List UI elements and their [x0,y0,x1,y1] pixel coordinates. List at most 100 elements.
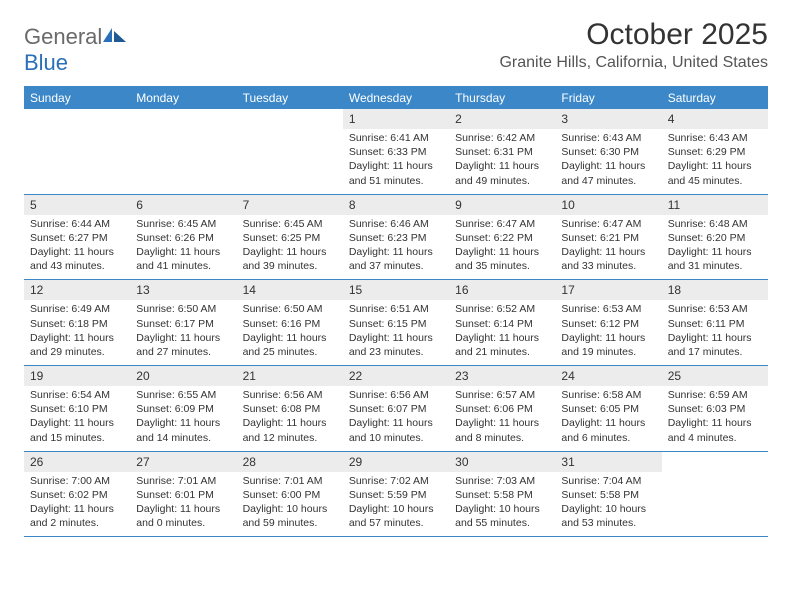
day-detail-line: Daylight: 10 hours [243,502,337,516]
day-detail-line: Sunset: 6:12 PM [561,317,655,331]
day-detail-line: Daylight: 11 hours [455,331,549,345]
weekday-header-row: SundayMondayTuesdayWednesdayThursdayFrid… [24,86,768,109]
brand-sail-icon [102,24,128,49]
day-detail-line: and 27 minutes. [136,345,230,359]
day-data-cell: Sunrise: 6:48 AMSunset: 6:20 PMDaylight:… [662,215,768,280]
day-detail-line: Sunset: 6:26 PM [136,231,230,245]
weekday-cell: Sunday [24,87,130,109]
day-number-cell: 14 [237,280,343,300]
day-detail-line: Sunset: 6:25 PM [243,231,337,245]
day-detail-line: Sunset: 6:06 PM [455,402,549,416]
day-detail-line: Sunrise: 6:42 AM [455,131,549,145]
day-detail-line: Sunset: 5:58 PM [561,488,655,502]
day-detail-line: Sunset: 6:09 PM [136,402,230,416]
day-detail-line: and 53 minutes. [561,516,655,530]
day-data-row: Sunrise: 6:54 AMSunset: 6:10 PMDaylight:… [24,386,768,452]
day-data-cell: Sunrise: 7:01 AMSunset: 6:01 PMDaylight:… [130,472,236,537]
day-detail-line: and 43 minutes. [30,259,124,273]
day-detail-line: Sunrise: 7:01 AM [136,474,230,488]
day-data-cell: Sunrise: 6:43 AMSunset: 6:30 PMDaylight:… [555,129,661,194]
day-data-cell: Sunrise: 6:59 AMSunset: 6:03 PMDaylight:… [662,386,768,451]
day-detail-line: Daylight: 11 hours [136,416,230,430]
day-data-cell: Sunrise: 6:42 AMSunset: 6:31 PMDaylight:… [449,129,555,194]
day-detail-line: Sunset: 6:11 PM [668,317,762,331]
day-detail-line: Sunrise: 6:59 AM [668,388,762,402]
day-detail-line: Sunset: 6:01 PM [136,488,230,502]
day-number-cell: 22 [343,366,449,386]
day-detail-line: and 4 minutes. [668,431,762,445]
day-detail-line: Sunset: 6:22 PM [455,231,549,245]
day-detail-line: and 23 minutes. [349,345,443,359]
weekday-cell: Saturday [662,87,768,109]
day-detail-line: Sunset: 6:17 PM [136,317,230,331]
day-detail-line: Daylight: 11 hours [349,416,443,430]
day-detail-line: Sunrise: 6:49 AM [30,302,124,316]
day-detail-line: Sunset: 6:31 PM [455,145,549,159]
day-number-cell: 27 [130,452,236,472]
day-detail-line: Daylight: 11 hours [136,502,230,516]
day-detail-line: Sunrise: 6:53 AM [668,302,762,316]
day-data-cell: Sunrise: 6:56 AMSunset: 6:08 PMDaylight:… [237,386,343,451]
day-detail-line: and 29 minutes. [30,345,124,359]
daynum-row: 12131415161718 [24,280,768,300]
day-detail-line: and 55 minutes. [455,516,549,530]
day-detail-line: Daylight: 11 hours [30,416,124,430]
day-number-cell: 30 [449,452,555,472]
day-detail-line: Sunset: 6:05 PM [561,402,655,416]
daynum-row: 262728293031 [24,452,768,472]
weekday-cell: Tuesday [237,87,343,109]
day-detail-line: Sunrise: 6:54 AM [30,388,124,402]
day-detail-line: and 41 minutes. [136,259,230,273]
brand-part1: General [24,24,102,49]
day-detail-line: Sunrise: 6:43 AM [561,131,655,145]
day-data-cell: Sunrise: 7:01 AMSunset: 6:00 PMDaylight:… [237,472,343,537]
brand-text: GeneralBlue [24,24,128,76]
day-number-cell: 26 [24,452,130,472]
day-data-cell: Sunrise: 6:54 AMSunset: 6:10 PMDaylight:… [24,386,130,451]
day-detail-line: Sunset: 6:29 PM [668,145,762,159]
weekday-cell: Friday [555,87,661,109]
day-number-cell: 24 [555,366,661,386]
day-detail-line: Sunrise: 6:58 AM [561,388,655,402]
day-data-cell: Sunrise: 6:45 AMSunset: 6:25 PMDaylight:… [237,215,343,280]
day-detail-line: and 51 minutes. [349,174,443,188]
day-data-cell [662,472,768,537]
day-number-cell: 28 [237,452,343,472]
day-detail-line: and 10 minutes. [349,431,443,445]
day-detail-line: Daylight: 11 hours [455,245,549,259]
day-detail-line: Sunrise: 6:44 AM [30,217,124,231]
day-detail-line: Sunrise: 6:47 AM [561,217,655,231]
day-detail-line: Daylight: 11 hours [243,245,337,259]
day-number-cell: 8 [343,195,449,215]
day-number-cell: 31 [555,452,661,472]
day-detail-line: Daylight: 11 hours [30,331,124,345]
day-data-cell: Sunrise: 6:44 AMSunset: 6:27 PMDaylight:… [24,215,130,280]
day-detail-line: Sunset: 6:20 PM [668,231,762,245]
day-number-cell: 13 [130,280,236,300]
weekday-cell: Wednesday [343,87,449,109]
day-detail-line: and 14 minutes. [136,431,230,445]
day-detail-line: Sunrise: 7:04 AM [561,474,655,488]
day-number-cell: 3 [555,109,661,129]
day-detail-line: and 0 minutes. [136,516,230,530]
day-detail-line: Sunrise: 7:01 AM [243,474,337,488]
day-number-cell: 10 [555,195,661,215]
day-detail-line: Sunrise: 7:03 AM [455,474,549,488]
day-data-cell: Sunrise: 6:52 AMSunset: 6:14 PMDaylight:… [449,300,555,365]
day-number-cell: 16 [449,280,555,300]
day-detail-line: and 17 minutes. [668,345,762,359]
day-data-cell: Sunrise: 7:02 AMSunset: 5:59 PMDaylight:… [343,472,449,537]
day-data-cell [237,129,343,194]
day-detail-line: Sunset: 6:03 PM [668,402,762,416]
day-data-row: Sunrise: 7:00 AMSunset: 6:02 PMDaylight:… [24,472,768,538]
day-detail-line: Sunrise: 6:57 AM [455,388,549,402]
day-detail-line: Sunrise: 6:43 AM [668,131,762,145]
day-detail-line: Daylight: 11 hours [136,245,230,259]
calendar: SundayMondayTuesdayWednesdayThursdayFrid… [24,86,768,537]
title-block: October 2025 Granite Hills, California, … [499,18,768,72]
day-data-cell: Sunrise: 6:41 AMSunset: 6:33 PMDaylight:… [343,129,449,194]
day-detail-line: Sunrise: 6:41 AM [349,131,443,145]
day-number-cell: 19 [24,366,130,386]
day-data-cell: Sunrise: 6:53 AMSunset: 6:12 PMDaylight:… [555,300,661,365]
day-detail-line: Sunrise: 6:52 AM [455,302,549,316]
